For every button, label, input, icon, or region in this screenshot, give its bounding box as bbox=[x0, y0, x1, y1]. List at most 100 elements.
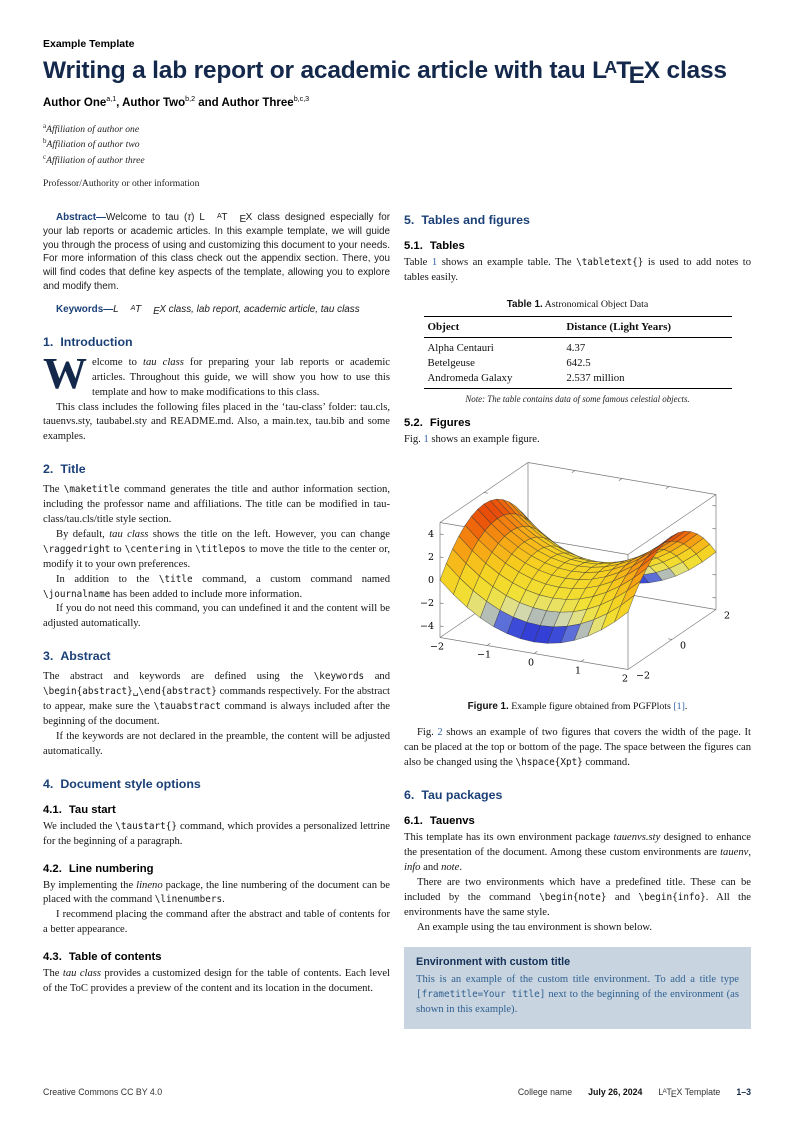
section-number: 4.1. bbox=[43, 803, 62, 816]
text-segment: shows an example table. The bbox=[437, 256, 577, 268]
text-segment: This template has its own environment pa… bbox=[404, 832, 614, 844]
surface-plot-canvas bbox=[404, 456, 751, 691]
subsection-heading: 5.1. Tables bbox=[404, 240, 751, 252]
figure-caption-label: Figure 1. bbox=[467, 701, 509, 713]
paragraph: Abstract—Welcome to tau (τ) L AT EX class … bbox=[43, 211, 390, 294]
text-segment: for preparing your lab reports or academ… bbox=[92, 356, 391, 398]
text-segment: class, lab report, academic article, tau… bbox=[165, 304, 360, 316]
section-title: Figures bbox=[429, 417, 471, 430]
table-caption-label: Table 1. bbox=[506, 299, 543, 311]
table-caption: Table 1. Astronomical Object Data bbox=[424, 299, 732, 310]
subsection-heading: 4.1. Tau start bbox=[43, 804, 390, 816]
text-segment: note bbox=[441, 861, 460, 873]
paragraph: By implementing the lineno package, the … bbox=[43, 879, 390, 909]
figure-caption: Figure 1. Example figure obtained from P… bbox=[404, 701, 751, 712]
ref-link[interactable]: 1 bbox=[423, 434, 429, 446]
ref-link[interactable]: 1 bbox=[431, 256, 438, 268]
section-heading: 2. Title bbox=[43, 462, 390, 476]
text-segment: An example using the tau environment is … bbox=[417, 921, 652, 933]
latex-logo: LATEX bbox=[658, 1087, 683, 1099]
text-segment: has been added to include more informati… bbox=[110, 588, 303, 600]
footer-item: College name bbox=[518, 1087, 572, 1097]
section-number: 5. bbox=[404, 212, 415, 227]
paragraph: I recommend placing the command after th… bbox=[43, 908, 390, 938]
table-cell: 2.537 million bbox=[566, 372, 625, 385]
page-footer: Creative Commons CC BY 4.0 College name J… bbox=[43, 1087, 751, 1099]
latex-logo: LATEX bbox=[592, 57, 660, 89]
affiliation-line: cAffiliation of author three bbox=[43, 153, 751, 168]
affiliation-line: bAffiliation of author two bbox=[43, 137, 751, 152]
section-title: Tau packages bbox=[421, 788, 503, 803]
text-segment: The bbox=[43, 968, 63, 980]
text-segment: This class includes the following files … bbox=[43, 401, 390, 443]
text-segment: — bbox=[103, 304, 114, 316]
section-title: Table of contents bbox=[68, 951, 162, 964]
text-segment: . bbox=[459, 861, 462, 873]
text-segment: class designed especially for your lab r… bbox=[43, 211, 390, 292]
section-number: 2. bbox=[43, 462, 54, 477]
section-title: Line numbering bbox=[68, 862, 154, 875]
table-cell: 4.37 bbox=[566, 342, 586, 355]
text-segment: Fig. bbox=[404, 434, 424, 446]
section-heading: 5. Tables and figures bbox=[404, 213, 751, 227]
ref-link[interactable]: [1] bbox=[673, 701, 685, 713]
text-segment: \title bbox=[158, 573, 193, 585]
text-segment: \hspace{Xpt} bbox=[515, 757, 583, 769]
text-segment: Welcome to tau ( bbox=[105, 211, 188, 223]
text-segment: in bbox=[180, 543, 196, 555]
text-segment: [frametitle=Your title] bbox=[416, 989, 546, 1001]
table-row: Alpha Centauri 4.37 bbox=[424, 338, 732, 356]
custom-environment-box: Environment with custom title This is an … bbox=[404, 947, 751, 1030]
text-segment: \tabletext{} bbox=[576, 256, 644, 268]
text-segment: Author Three bbox=[221, 97, 294, 110]
subsection-heading: 5.2. Figures bbox=[404, 417, 751, 429]
text-segment: Author One bbox=[43, 97, 107, 110]
text-segment: \centering bbox=[124, 543, 181, 555]
text-segment: \raggedright bbox=[43, 543, 111, 555]
paragraph: By default, tau class shows the title on… bbox=[43, 528, 390, 573]
table-cell: Andromeda Galaxy bbox=[427, 372, 513, 385]
text-segment: \maketitle bbox=[63, 484, 120, 496]
text-segment: \linenumbers bbox=[154, 894, 223, 906]
text-segment: \begin{info} bbox=[638, 891, 706, 903]
affiliations: aAffiliation of author one bAffiliation o… bbox=[43, 122, 751, 167]
text-segment: \tauabstract bbox=[153, 701, 221, 713]
text-segment: \titlepos bbox=[195, 543, 246, 555]
section-title: Title bbox=[60, 462, 86, 477]
ref-link[interactable]: 2 bbox=[437, 727, 443, 739]
text-segment: and bbox=[195, 97, 222, 110]
text-segment: shows an example of two figures that cov… bbox=[404, 727, 751, 769]
text-segment: info bbox=[404, 861, 421, 873]
section-number: 6. bbox=[404, 788, 415, 803]
two-column-body: Abstract—Welcome to tau (τ) L AT EX class … bbox=[43, 211, 751, 1030]
affiliation-text: Affiliation of author one bbox=[46, 124, 140, 136]
section-title: Tables bbox=[429, 239, 465, 252]
section-heading: 3. Abstract bbox=[43, 649, 390, 663]
table-caption-text: Astronomical Object Data bbox=[542, 299, 649, 311]
text-segment: — bbox=[96, 211, 106, 223]
text-segment: Keywords bbox=[56, 304, 104, 316]
text-segment: a,1 bbox=[106, 95, 117, 104]
header: Example Template Writing a lab report or… bbox=[43, 38, 751, 189]
text-segment: . All the environments have the same sty… bbox=[404, 891, 751, 918]
paragraph: An example using the tau environment is … bbox=[404, 921, 751, 936]
journal-name: Example Template bbox=[43, 38, 135, 50]
text-segment: b,2 bbox=[185, 95, 196, 104]
text-segment: next to the beginning of the environment… bbox=[416, 989, 739, 1016]
table-row: Andromeda Galaxy 2.537 million bbox=[424, 371, 732, 389]
text-segment: Writing a lab report or academic article… bbox=[43, 57, 593, 84]
section-title: Tauenvs bbox=[429, 815, 475, 828]
text-segment: τ bbox=[187, 211, 192, 223]
text-segment: and bbox=[606, 891, 639, 903]
text-segment: \journalname bbox=[43, 588, 111, 600]
text-segment: and bbox=[420, 861, 442, 873]
text-segment: By default, bbox=[56, 528, 110, 540]
table-note: Note: The table contains data of some fa… bbox=[465, 394, 690, 405]
table-cell: Alpha Centauri bbox=[427, 342, 494, 355]
table-row: Betelgeuse 642.5 bbox=[424, 356, 732, 371]
text-segment: There are two environments which have a … bbox=[404, 876, 751, 903]
section-title: Tables and figures bbox=[421, 212, 530, 227]
text-segment: I recommend placing the command after th… bbox=[43, 909, 390, 936]
professor-line: Professor/Authority or other information bbox=[43, 177, 200, 189]
